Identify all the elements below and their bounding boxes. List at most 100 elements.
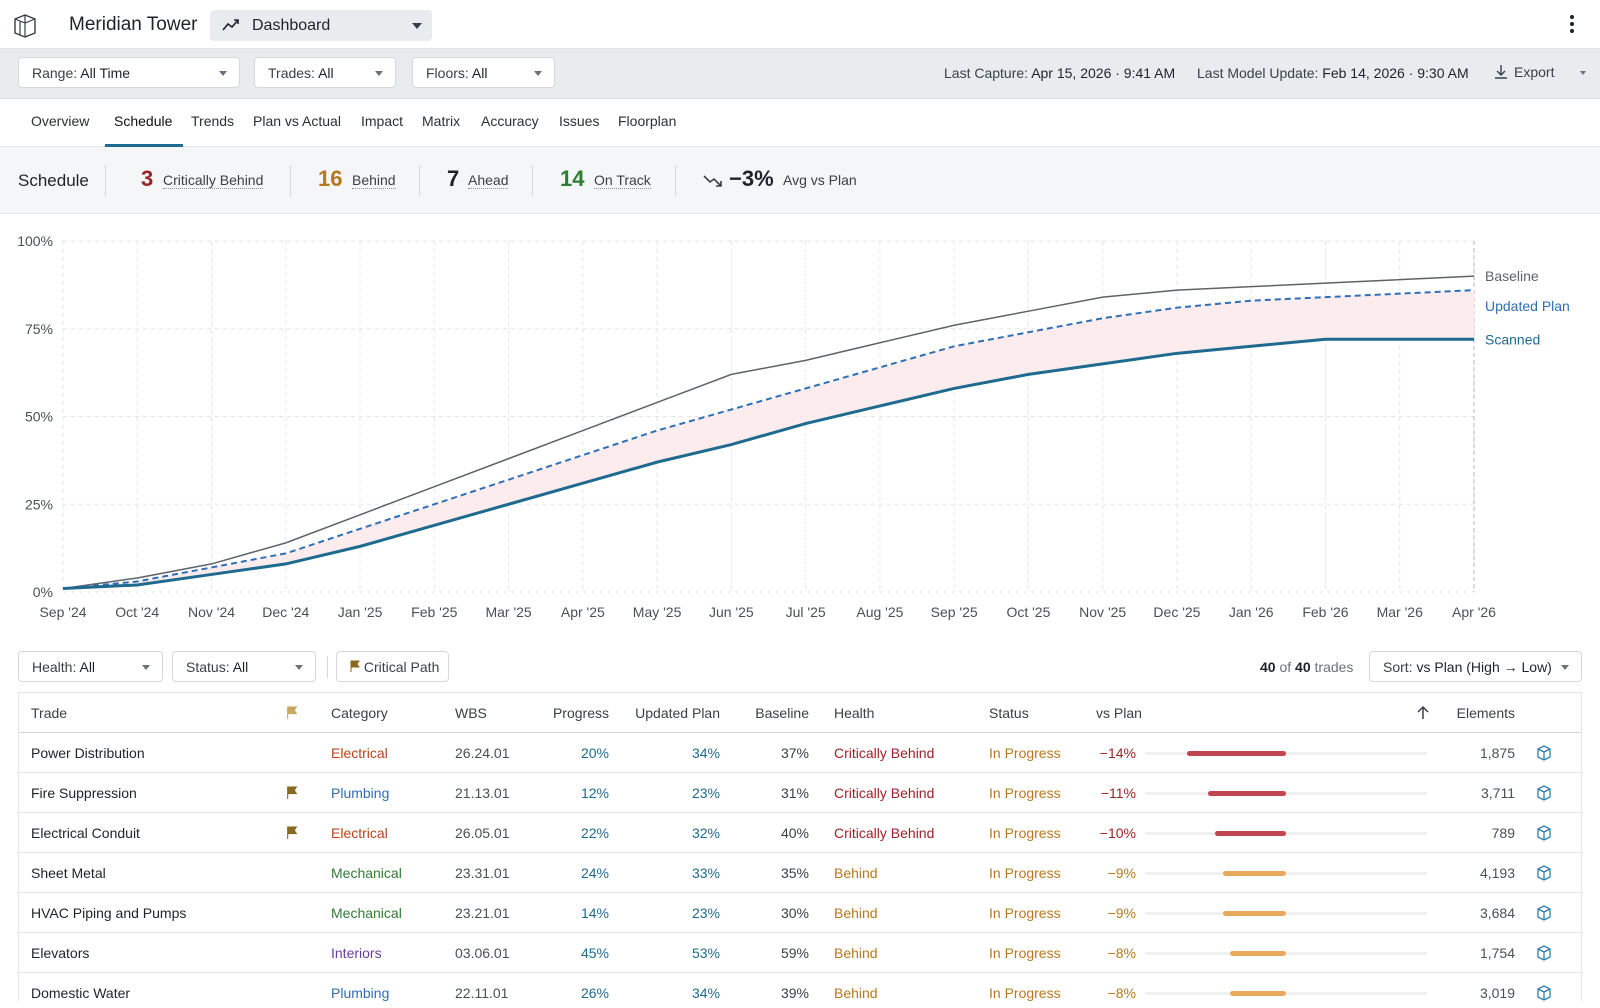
tab-matrix[interactable]: Matrix <box>422 113 461 129</box>
trade-status: In Progress <box>989 985 1061 1001</box>
trade-name[interactable]: Power Distribution <box>31 745 145 761</box>
last-capture-value: Apr 15, 2026 · 9:41 AM <box>1031 65 1176 81</box>
trades-filter[interactable]: Trades: All <box>254 57 396 88</box>
x-tick-label: Oct '25 <box>1006 604 1050 620</box>
critical-path-toggle[interactable]: Critical Path <box>336 651 449 682</box>
trade-vs-plan: −8% <box>1107 945 1136 961</box>
x-tick-label: Oct '24 <box>115 604 159 620</box>
x-tick-label: Apr '26 <box>1452 604 1496 620</box>
status-filter-label: Status: <box>186 659 230 675</box>
floors-filter-label: Floors: <box>426 65 469 81</box>
column-header-elements[interactable]: Elements <box>1456 705 1515 721</box>
cube-icon[interactable] <box>1535 904 1553 922</box>
trade-progress: 22% <box>580 825 609 841</box>
cube-icon[interactable] <box>1535 864 1553 882</box>
trade-baseline: 37% <box>780 745 809 761</box>
view-selector[interactable]: Dashboard <box>210 10 432 41</box>
column-header-updated-plan[interactable]: Updated Plan <box>635 705 720 721</box>
table-row[interactable]: Electrical Conduit Electrical 26.05.01 22% 3… <box>19 813 1581 853</box>
y-tick-label: 25% <box>25 496 53 512</box>
y-tick-label: 75% <box>25 321 53 337</box>
tab-trends[interactable]: Trends <box>191 113 235 129</box>
trade-name[interactable]: HVAC Piping and Pumps <box>31 905 187 921</box>
trade-progress: 24% <box>580 865 609 881</box>
building-logo-icon[interactable] <box>12 13 38 39</box>
table-row[interactable]: Domestic Water Plumbing 22.11.01 26% 34% 39% B… <box>19 973 1581 1002</box>
trade-wbs: 21.13.01 <box>455 785 510 801</box>
range-filter[interactable]: Range: All Time <box>18 57 240 88</box>
cube-icon[interactable] <box>1535 744 1553 762</box>
tab-impact[interactable]: Impact <box>361 113 404 129</box>
cube-icon[interactable] <box>1535 984 1553 1002</box>
table-row[interactable]: Fire Suppression Plumbing 21.13.01 12% 23% 31… <box>19 773 1581 813</box>
trade-count: 40 of 40 trades <box>1260 659 1353 675</box>
x-tick-label: Jan '25 <box>338 604 383 620</box>
trade-category: Electrical <box>331 745 388 761</box>
trade-wbs: 26.24.01 <box>455 745 510 761</box>
trade-name[interactable]: Elevators <box>31 945 90 961</box>
cube-icon[interactable] <box>1535 784 1553 802</box>
trade-name[interactable]: Domestic Water <box>31 985 131 1001</box>
column-header-category[interactable]: Category <box>331 705 388 721</box>
range-filter-value: All Time <box>80 65 131 81</box>
series-line-updated-plan <box>62 289 1475 590</box>
series-line-baseline <box>62 275 1475 590</box>
column-header-progress[interactable]: Progress <box>552 705 609 721</box>
series-label: Baseline <box>1485 268 1539 284</box>
tab-schedule[interactable]: Schedule <box>114 113 173 129</box>
x-tick-label: Sep '25 <box>931 604 978 620</box>
table-row[interactable]: HVAC Piping and Pumps Mechanical 23.21.01 1… <box>19 893 1581 933</box>
column-header-wbs[interactable]: WBS <box>455 705 487 721</box>
avg-vs-plan-label: Avg vs Plan <box>783 172 857 188</box>
vs-plan-bar <box>1230 991 1286 996</box>
column-header-status[interactable]: Status <box>989 705 1029 721</box>
trade-health: Behind <box>834 905 878 921</box>
table-row[interactable]: Elevators Interiors 03.06.01 45% 53% 59% Behin… <box>19 933 1581 973</box>
cube-icon[interactable] <box>1535 824 1553 842</box>
kebab-menu-icon[interactable] <box>1568 15 1576 35</box>
tab-issues[interactable]: Issues <box>559 113 600 129</box>
health-filter[interactable]: Health: All <box>18 651 163 682</box>
chevron-down-icon <box>375 71 383 76</box>
critically-behind-label[interactable]: Critically Behind <box>163 172 264 189</box>
tab-floorplan[interactable]: Floorplan <box>618 113 677 129</box>
trade-vs-plan: −9% <box>1107 905 1136 921</box>
ahead-label[interactable]: Ahead <box>468 172 509 189</box>
trade-progress: 45% <box>580 945 609 961</box>
trade-progress: 26% <box>580 985 609 1001</box>
trade-baseline: 40% <box>780 825 809 841</box>
status-filter[interactable]: Status: All <box>172 651 316 682</box>
trade-elements: 1,754 <box>1479 945 1515 961</box>
column-header-vs-plan[interactable]: vs Plan <box>1096 705 1142 721</box>
critical-path-label: Critical Path <box>363 659 440 675</box>
trade-vs-plan: −11% <box>1100 785 1136 801</box>
column-header-health[interactable]: Health <box>834 705 875 721</box>
trade-wbs: 23.21.01 <box>455 905 510 921</box>
arrow-up-icon[interactable] <box>1416 705 1430 720</box>
tab-plan-vs-actual[interactable]: Plan vs Actual <box>253 113 341 129</box>
health-filter-label: Health: <box>32 659 77 675</box>
trade-name[interactable]: Sheet Metal <box>31 865 106 881</box>
column-header-trade[interactable]: Trade <box>31 705 68 721</box>
behind-label[interactable]: Behind <box>352 172 396 189</box>
chevron-down-icon <box>534 71 542 76</box>
table-row[interactable]: Power Distribution Electrical 26.24.01 20% 3… <box>19 733 1581 773</box>
export-label: Export <box>1514 64 1555 80</box>
app-title: Meridian Tower <box>69 14 198 35</box>
on-track-label[interactable]: On Track <box>594 172 651 189</box>
plan-gap-area <box>63 290 1474 589</box>
tab-accuracy[interactable]: Accuracy <box>481 113 539 129</box>
tab-overview[interactable]: Overview <box>31 113 90 129</box>
flag-icon[interactable] <box>286 706 298 719</box>
cube-icon[interactable] <box>1535 944 1553 962</box>
trade-progress: 20% <box>580 745 609 761</box>
table-row[interactable]: Sheet Metal Mechanical 23.31.01 24% 33% 35% Be… <box>19 853 1581 893</box>
trade-name[interactable]: Fire Suppression <box>31 785 137 801</box>
sort-selector[interactable]: Sort: vs Plan (High → Low) <box>1369 651 1582 682</box>
floors-filter[interactable]: Floors: All <box>412 57 555 88</box>
column-header-baseline[interactable]: Baseline <box>755 705 809 721</box>
trade-updated-plan: 23% <box>691 905 720 921</box>
trade-name[interactable]: Electrical Conduit <box>31 825 140 841</box>
x-tick-label: Sep '24 <box>39 604 86 620</box>
trade-category: Electrical <box>331 825 388 841</box>
